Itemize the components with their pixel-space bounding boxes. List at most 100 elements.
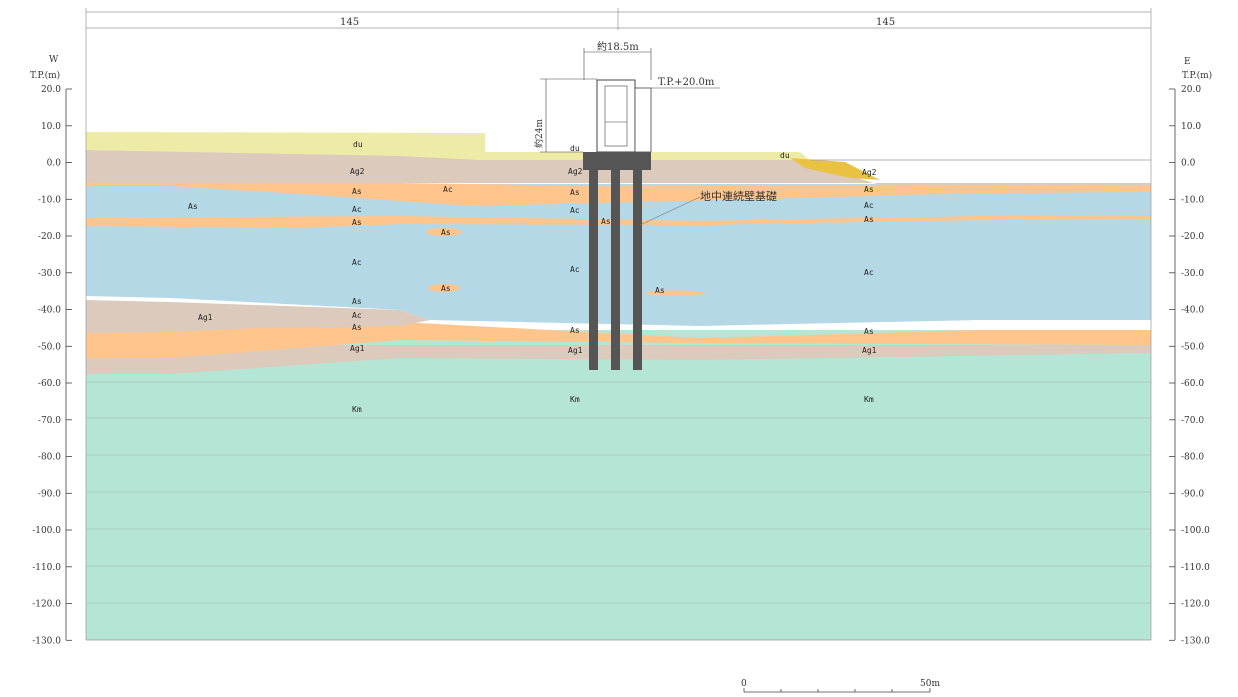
- tick-labels-right: 20.0 10.0 0.0 -10.0 -20.0 -30.0 -40.0 -50.0 -60.…: [1181, 85, 1210, 646]
- layer-label-as: As: [441, 228, 451, 237]
- layer-label-ac: Ac: [864, 268, 874, 277]
- layer-label-ag1: Ag1: [350, 344, 365, 353]
- layer-label-ag1: Ag1: [568, 346, 583, 355]
- layer-label-ag1: Ag1: [198, 313, 213, 322]
- axis-tick-label: -10.0: [38, 195, 61, 205]
- layer-labels: du du du Ag2 Ag2 Ag2 As As As Ac As Ac A…: [188, 140, 877, 414]
- frame: [85, 8, 1152, 641]
- layer-label-ag2: Ag2: [862, 168, 877, 177]
- superstructure-side: [634, 87, 652, 153]
- axis-tick-label: -80.0: [38, 453, 61, 463]
- axis-tick-label: -80.0: [1181, 453, 1204, 463]
- layer-label-ac: Ac: [570, 265, 580, 274]
- foundation-structure: [540, 48, 720, 370]
- east-direction: E: [1184, 57, 1191, 67]
- layer-label-ag1: Ag1: [862, 346, 877, 355]
- axis-tick-label: -120.0: [1181, 600, 1210, 610]
- layer-label-ac: Ac: [352, 311, 362, 320]
- axis-tick-label: -30.0: [38, 269, 61, 279]
- dim-top-level: T.P.+20.0m: [658, 77, 715, 88]
- axis-tick-label: -110.0: [32, 563, 61, 573]
- km-layer: [86, 330, 1151, 640]
- scale-zero: 0: [741, 679, 747, 689]
- left-unit-label: T.P.(m): [30, 70, 60, 81]
- layer-label-as: As: [352, 323, 362, 332]
- axis-tick-label: -100.0: [32, 526, 61, 536]
- scale-end: 50m: [920, 679, 940, 689]
- axis-tick-label: -20.0: [1181, 232, 1204, 242]
- axis-tick-label: -60.0: [1181, 379, 1204, 389]
- gridlines: [86, 381, 1151, 604]
- layer-label-as: As: [570, 188, 580, 197]
- axis-tick-label: -50.0: [38, 342, 61, 352]
- axis-tick-label: -10.0: [1181, 195, 1204, 205]
- axis-tick-label: -40.0: [38, 306, 61, 316]
- layer-label-ag2: Ag2: [568, 167, 583, 176]
- du-slope: [790, 158, 880, 180]
- axis-tick-label: -110.0: [1181, 563, 1210, 573]
- layer-label-as: As: [864, 185, 874, 194]
- axis-tick-label: -90.0: [1181, 489, 1204, 499]
- axis-tick-label: -120.0: [32, 600, 61, 610]
- layer-label-as: As: [570, 326, 580, 335]
- axis-tick-label: -40.0: [1181, 306, 1204, 316]
- scale-bar: [743, 688, 931, 693]
- axis-tick-label: 0.0: [1181, 159, 1196, 169]
- layer-label-as: As: [655, 286, 665, 295]
- axis-tick-label: -30.0: [1181, 269, 1204, 279]
- layer-label-ac: Ac: [352, 205, 362, 214]
- ag1-layer: [86, 345, 1151, 374]
- axis-tick-label: -60.0: [38, 379, 61, 389]
- pile-3: [633, 170, 642, 370]
- layer-label-as: As: [188, 202, 198, 211]
- layer-label-as: As: [352, 297, 362, 306]
- layer-label-km: Km: [570, 395, 580, 404]
- layer-label-as: As: [601, 217, 611, 226]
- axis-tick-label: -130.0: [32, 636, 61, 646]
- as-lens: [428, 284, 460, 292]
- layer-label-du: du: [570, 144, 580, 153]
- as-lens: [645, 290, 705, 296]
- wall-label: 地中連続壁基礎: [700, 189, 777, 203]
- pile-1: [589, 170, 598, 370]
- as-lens: [426, 228, 462, 236]
- dim-right: 145: [876, 17, 895, 28]
- superstructure: [596, 79, 636, 153]
- axis-tick-label: -130.0: [1181, 636, 1210, 646]
- layer-label-as: As: [352, 187, 362, 196]
- axis-tick-label: -70.0: [1181, 416, 1204, 426]
- axis-tick-label: -100.0: [1181, 526, 1210, 536]
- axis-tick-label: -50.0: [1181, 342, 1204, 352]
- axis-tick-label: 0.0: [47, 159, 62, 169]
- layer-label-ac: Ac: [864, 201, 874, 210]
- layer-label-ac: Ac: [570, 206, 580, 215]
- layer-label-as: As: [864, 215, 874, 224]
- axis-tick-label: 10.0: [41, 122, 61, 132]
- layer-label-du: du: [780, 151, 790, 160]
- axis-ticks: [65, 89, 1176, 640]
- layer-label-ag2: Ag2: [350, 167, 365, 176]
- dim-left: 145: [340, 17, 359, 28]
- foundation-slab: [583, 152, 651, 170]
- layer-label-km: Km: [352, 405, 362, 414]
- layer-label-as: As: [441, 284, 451, 293]
- tick-labels-left: 20.0 10.0 0.0 -10.0 -20.0 -30.0 -40.0 -50.0 -60.…: [32, 85, 61, 646]
- west-direction: W: [49, 55, 59, 65]
- layer-label-ac: Ac: [443, 185, 453, 194]
- layer-label-du: du: [353, 140, 363, 149]
- axis-tick-label: -90.0: [38, 489, 61, 499]
- superstructure-inner: [604, 85, 628, 147]
- axis-tick-label: -20.0: [38, 232, 61, 242]
- axis-tick-label: -70.0: [38, 416, 61, 426]
- layer-label-km: Km: [864, 395, 874, 404]
- dim-width: 約18.5m: [597, 40, 639, 53]
- right-unit-label: T.P.(m): [1182, 70, 1212, 81]
- pile-2: [611, 170, 620, 370]
- layer-label-as: As: [352, 218, 362, 227]
- layer-label-as: As: [864, 327, 874, 336]
- dim-height: 約24m: [533, 119, 545, 148]
- axis-tick-label: 10.0: [1181, 122, 1201, 132]
- layer-label-ac: Ac: [352, 258, 362, 267]
- tick-marks: [66, 88, 1175, 641]
